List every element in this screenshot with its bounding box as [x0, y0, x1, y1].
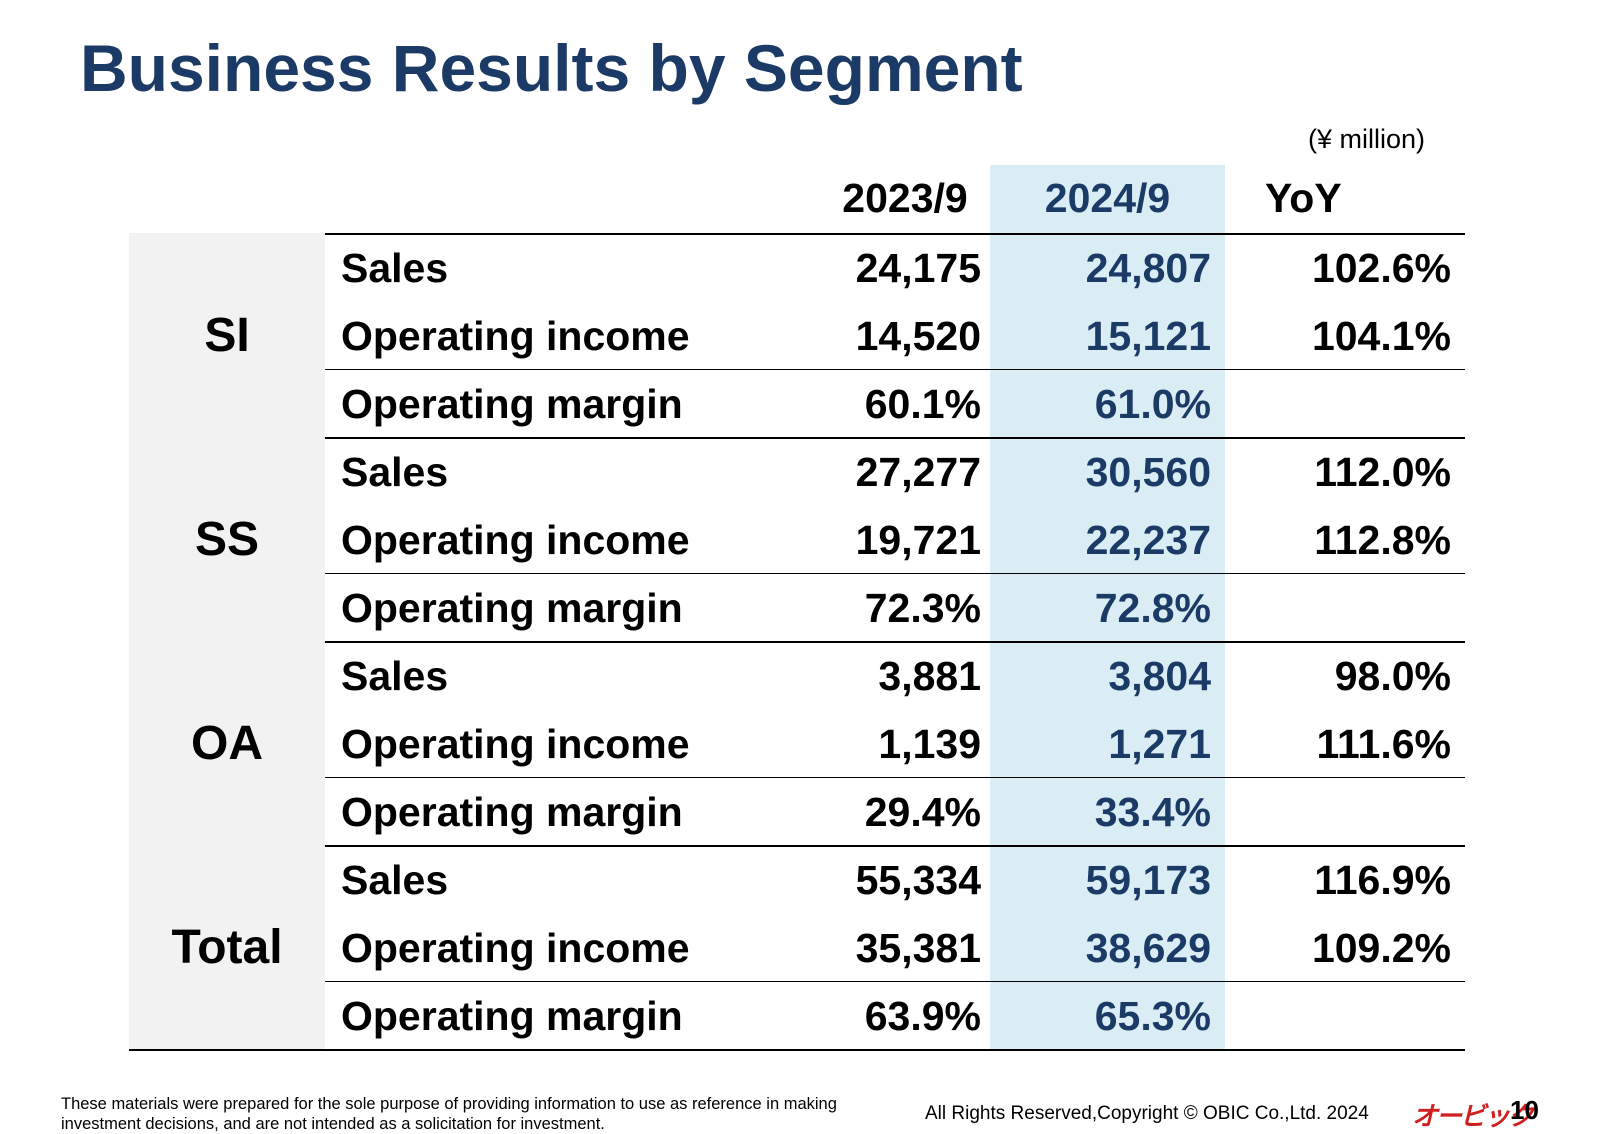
disclaimer-text: These materials were prepared for the so…	[61, 1095, 837, 1133]
copyright-text: All Rights Reserved,Copyright © OBIC Co.…	[925, 1103, 1369, 1124]
metric-label: Operating income	[341, 313, 690, 359]
value-prev: 63.9%	[864, 993, 981, 1039]
value-yoy: 116.9%	[1314, 857, 1451, 903]
metric-label: Operating income	[341, 721, 690, 767]
value-prev: 27,277	[855, 449, 981, 495]
segment-oa: OA Sales 3,881 3,804 98.0% Operating inc…	[129, 641, 1465, 847]
table-row: Operating income 1,139 1,271 111.6%	[325, 709, 1465, 778]
page-title: Business Results by Segment	[80, 31, 1023, 105]
value-prev: 14,520	[855, 313, 981, 359]
metric-label: Sales	[341, 245, 449, 291]
value-yoy: 111.6%	[1316, 721, 1451, 767]
column-header-yoy: YoY	[1265, 175, 1342, 221]
value-curr: 38,629	[1085, 925, 1211, 971]
column-header-curr: 2024/9	[1044, 175, 1171, 221]
metric-label: Operating income	[341, 925, 690, 971]
metric-label: Operating margin	[341, 585, 683, 631]
value-prev: 24,175	[855, 245, 981, 291]
value-prev: 1,139	[878, 721, 981, 767]
segment-label: Total	[129, 845, 325, 1049]
value-curr: 22,237	[1085, 517, 1211, 563]
value-curr: 1,271	[1108, 721, 1211, 767]
value-curr: 72.8%	[1094, 585, 1211, 631]
value-yoy: 102.6%	[1311, 245, 1451, 291]
table-row: Operating income 19,721 22,237 112.8%	[325, 505, 1465, 574]
metric-label: Operating margin	[341, 993, 683, 1039]
metric-label: Operating margin	[341, 381, 683, 427]
value-yoy: 104.1%	[1311, 313, 1451, 359]
metric-label: Operating income	[341, 517, 690, 563]
value-curr: 3,804	[1108, 653, 1211, 699]
table-row: Sales 55,334 59,173 116.9%	[325, 845, 1465, 913]
value-prev: 35,381	[855, 925, 981, 971]
segment-label: SI	[129, 233, 325, 437]
column-header-prev: 2023/9	[842, 175, 968, 221]
table-row: Operating margin 72.3% 72.8%	[325, 573, 1465, 641]
value-prev: 3,881	[878, 653, 981, 699]
table-row: Operating income 14,520 15,121 104.1%	[325, 301, 1465, 370]
value-prev: 72.3%	[864, 585, 981, 631]
segment-label: SS	[129, 437, 325, 641]
metric-label: Sales	[341, 653, 449, 699]
table-row: Operating margin 60.1% 61.0%	[325, 369, 1465, 437]
table-row: Sales 27,277 30,560 112.0%	[325, 437, 1465, 505]
value-prev: 55,334	[855, 857, 981, 903]
segment-total: Total Sales 55,334 59,173 116.9% Operati…	[129, 845, 1465, 1051]
value-curr: 24,807	[1085, 245, 1211, 291]
table-row: Sales 24,175 24,807 102.6%	[325, 233, 1465, 301]
segment-si: SI Sales 24,175 24,807 102.6% Operating …	[129, 233, 1465, 439]
value-yoy: 98.0%	[1334, 653, 1451, 699]
obic-logo: オービック	[1412, 1102, 1534, 1132]
value-yoy: 112.0%	[1314, 449, 1451, 495]
current-year-highlight	[990, 165, 1225, 1050]
value-yoy: 112.8%	[1314, 517, 1451, 563]
value-yoy: 109.2%	[1311, 925, 1451, 971]
table-row: Sales 3,881 3,804 98.0%	[325, 641, 1465, 709]
metric-label: Operating margin	[341, 789, 683, 835]
value-curr: 30,560	[1085, 449, 1211, 495]
value-curr: 59,173	[1085, 857, 1211, 903]
page-number: 10	[1510, 1095, 1539, 1125]
table-row: Operating margin 63.9% 65.3%	[325, 981, 1465, 1049]
metric-label: Sales	[341, 449, 449, 495]
metric-label: Sales	[341, 857, 449, 903]
table-row: Operating margin 29.4% 33.4%	[325, 777, 1465, 845]
value-prev: 60.1%	[864, 381, 981, 427]
segment-ss: SS Sales 27,277 30,560 112.0% Operating …	[129, 437, 1465, 643]
value-curr: 61.0%	[1094, 381, 1211, 427]
segment-label: OA	[129, 641, 325, 845]
value-curr: 15,121	[1085, 313, 1211, 359]
unit-label: (¥ million)	[1307, 124, 1425, 154]
table-row: Operating income 35,381 38,629 109.2%	[325, 913, 1465, 982]
value-curr: 65.3%	[1094, 993, 1211, 1039]
table-header: 2023/9 2024/9 YoY	[129, 165, 1465, 235]
value-prev: 19,721	[855, 517, 981, 563]
value-curr: 33.4%	[1094, 789, 1211, 835]
value-prev: 29.4%	[864, 789, 981, 835]
